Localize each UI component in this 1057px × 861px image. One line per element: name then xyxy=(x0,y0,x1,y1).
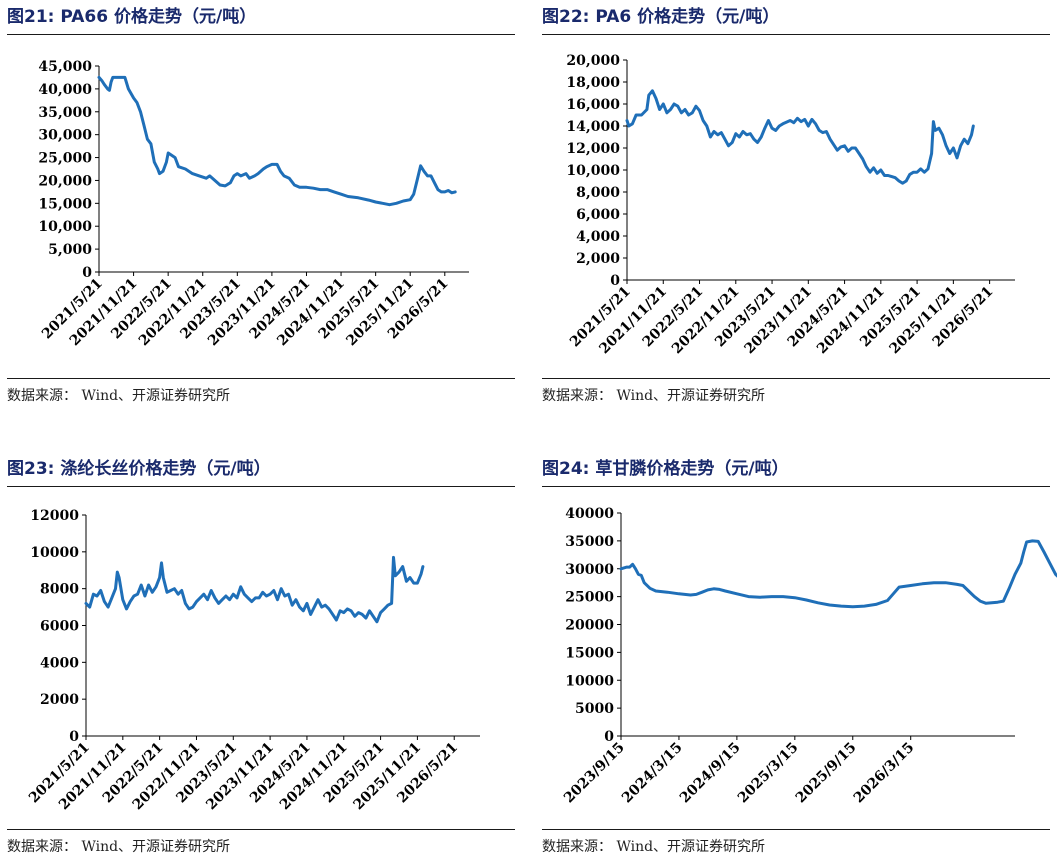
x-tick-label: 2026/3/15 xyxy=(851,740,918,807)
figure-title: 图24: 草甘膦价格走势（元/吨） xyxy=(542,459,789,479)
source-note: 数据来源： Wind、开源证券研究所 xyxy=(7,388,231,404)
y-tick-label: 40000 xyxy=(565,506,614,522)
y-tick-label: 25,000 xyxy=(38,151,92,167)
figure-title: 图23: 涤纶长丝价格走势（元/吨） xyxy=(7,459,271,479)
x-tick-label: 2025/9/15 xyxy=(793,740,860,807)
y-tick-label: 0 xyxy=(610,273,620,289)
y-tick-label: 45,000 xyxy=(38,59,92,75)
y-tick-label: 6,000 xyxy=(576,207,620,223)
y-tick-label: 18,000 xyxy=(566,75,620,91)
y-tick-label: 2,000 xyxy=(576,251,620,267)
y-tick-label: 40,000 xyxy=(38,82,92,98)
y-tick-label: 30000 xyxy=(565,562,614,578)
y-tick-label: 10000 xyxy=(30,545,79,561)
y-tick-label: 12000 xyxy=(30,508,79,524)
y-tick-label: 8,000 xyxy=(576,185,620,201)
y-tick-label: 35,000 xyxy=(38,105,92,121)
y-tick-label: 14,000 xyxy=(566,119,620,135)
y-tick-label: 15000 xyxy=(565,645,614,661)
y-tick-label: 5000 xyxy=(575,701,614,717)
y-tick-label: 15,000 xyxy=(38,196,92,212)
y-tick-label: 10,000 xyxy=(38,219,92,235)
line-chart-polyester-filament: 0200040006000800010000120002021/5/212021… xyxy=(26,508,480,813)
y-tick-label: 0 xyxy=(69,729,79,745)
y-tick-label: 0 xyxy=(82,265,92,281)
source-rule xyxy=(7,829,515,830)
y-tick-label: 4,000 xyxy=(576,229,620,245)
title-rule xyxy=(542,34,1050,35)
y-tick-label: 4000 xyxy=(40,655,79,671)
y-tick-label: 8000 xyxy=(40,582,79,598)
title-rule xyxy=(7,34,515,35)
chart-panel-pa6: 图22: PA6 价格走势（元/吨） 0 2,000 4,000 6,000 8,000… xyxy=(542,4,1050,406)
chart-panel-glyphosate: 图24: 草甘膦价格走势（元/吨） 0 5000 10000 15000 20000 25… xyxy=(542,456,1057,858)
price-series-line xyxy=(619,539,1057,609)
source-rule xyxy=(542,829,1050,830)
title-rule xyxy=(7,486,515,487)
x-tick-label: 2024/3/15 xyxy=(619,740,686,807)
chart-panel-polyester-filament: 图23: 涤纶长丝价格走势（元/吨） 0 2000 4000 6000 8000 1000… xyxy=(7,456,515,858)
source-note: 数据来源： Wind、开源证券研究所 xyxy=(542,388,766,404)
y-tick-label: 25000 xyxy=(565,590,614,606)
source-note: 数据来源： Wind、开源证券研究所 xyxy=(7,839,231,855)
y-tick-label: 20000 xyxy=(565,618,614,634)
y-tick-label: 16,000 xyxy=(566,97,620,113)
title-rule xyxy=(542,486,1050,487)
y-tick-label: 20,000 xyxy=(38,173,92,189)
line-chart-pa6: 0 2,000 4,000 6,000 8,000 10,000 12,000 14,000 1… xyxy=(566,53,1015,357)
y-tick-label: 30,000 xyxy=(38,128,92,144)
y-tick-label: 10000 xyxy=(565,673,614,689)
x-tick-label: 2025/3/15 xyxy=(735,740,802,807)
chart-panel-pa66: 图21: PA66 价格走势（元/吨） 0 5,000 10,000 15,000 20… xyxy=(7,4,515,406)
y-tick-label: 35000 xyxy=(565,534,614,550)
price-series-line xyxy=(84,555,425,624)
y-tick-label: 2000 xyxy=(40,692,79,708)
y-tick-label: 0 xyxy=(604,729,614,745)
line-chart-glyphosate: 0 5000 10000 15000 20000 25000 30000 35000 40000… xyxy=(561,506,1057,807)
x-tick-label: 2024/9/15 xyxy=(677,740,744,807)
line-chart-pa66: 0 5,000 10,000 15,000 20,000 25,000 30,000 35,0… xyxy=(38,59,469,349)
y-tick-label: 6000 xyxy=(40,619,79,635)
y-tick-label: 10,000 xyxy=(566,163,620,179)
price-series-line xyxy=(97,75,457,207)
source-rule xyxy=(7,378,515,379)
y-tick-label: 20,000 xyxy=(566,53,620,69)
y-tick-label: 12,000 xyxy=(566,141,620,157)
figure-title: 图22: PA6 价格走势（元/吨） xyxy=(542,7,780,27)
x-tick-label: 2023/9/15 xyxy=(561,740,628,807)
source-note: 数据来源： Wind、开源证券研究所 xyxy=(542,839,766,855)
source-rule xyxy=(542,378,1050,379)
price-series-line xyxy=(625,89,975,185)
figure-title: 图21: PA66 价格走势（元/吨） xyxy=(7,7,257,27)
y-tick-label: 5,000 xyxy=(48,242,92,258)
